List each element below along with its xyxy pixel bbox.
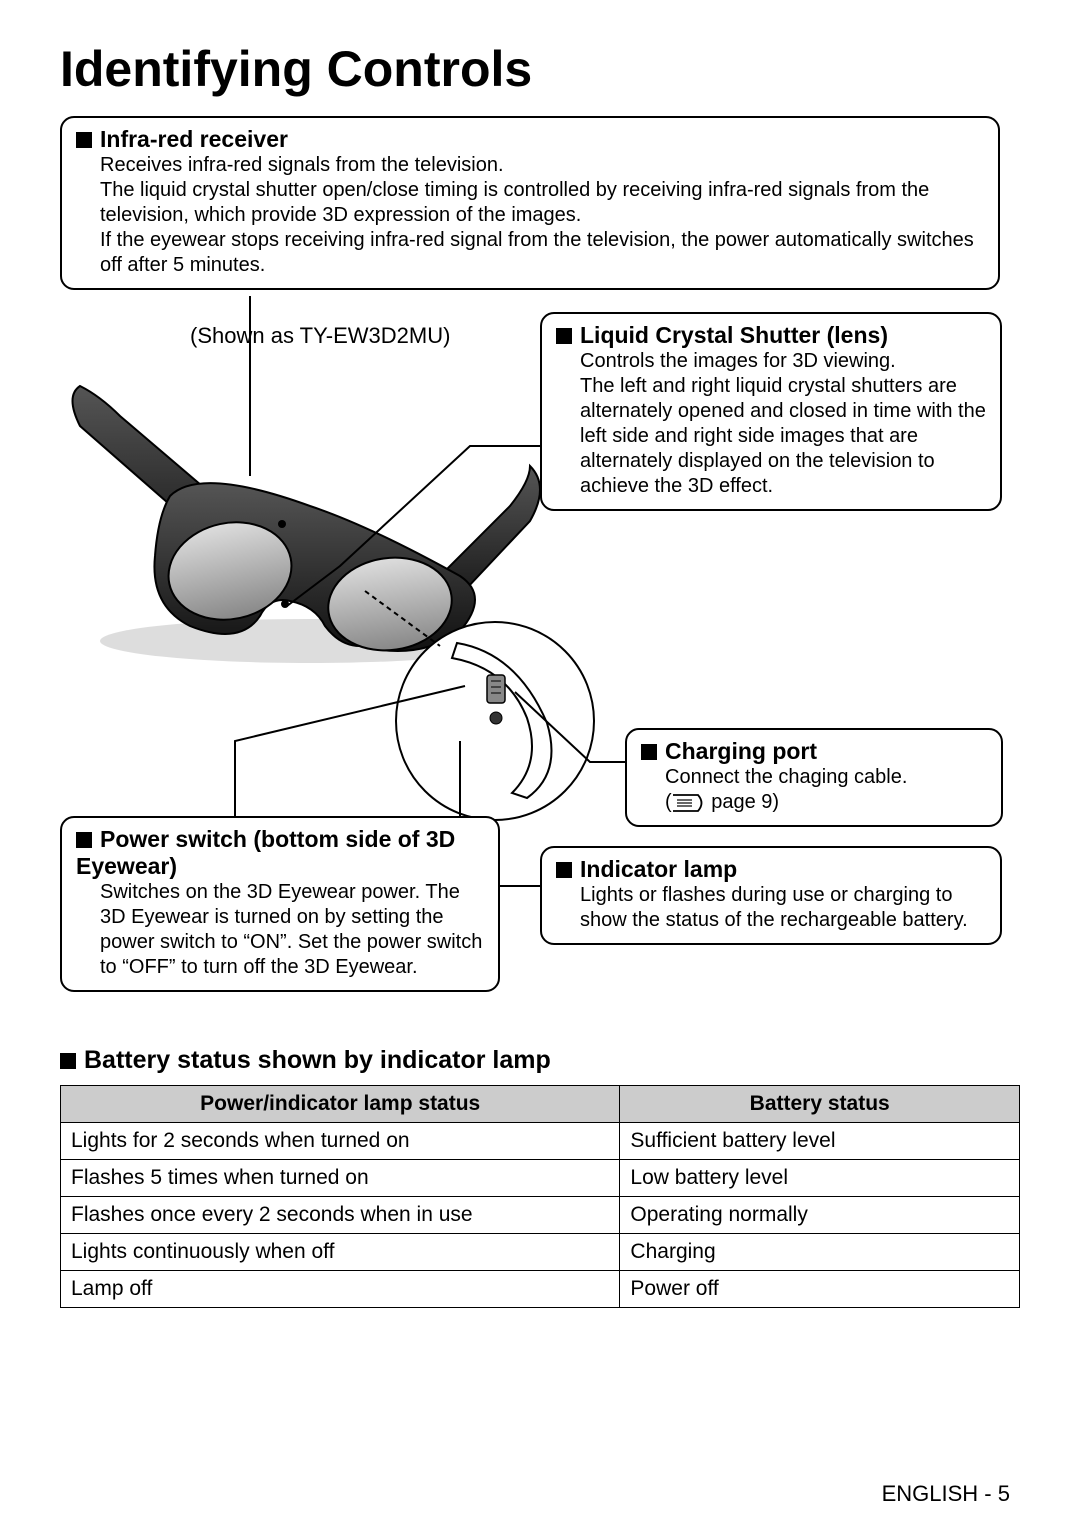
power-heading-text: Power switch (bottom side of 3D Eyewear) bbox=[76, 826, 455, 879]
footer-page-num: 5 bbox=[998, 1481, 1010, 1506]
cell-battery: Charging bbox=[620, 1234, 1020, 1271]
charging-heading-text: Charging port bbox=[665, 738, 817, 764]
col-header-battery: Battery status bbox=[620, 1086, 1020, 1123]
col-header-lamp: Power/indicator lamp status bbox=[61, 1086, 620, 1123]
indicator-heading: Indicator lamp bbox=[556, 856, 986, 883]
bullet-icon bbox=[76, 832, 92, 848]
diagram-area: Infra-red receiver Receives infra-red si… bbox=[60, 116, 1020, 1016]
cell-lamp: Flashes 5 times when turned on bbox=[61, 1160, 620, 1197]
charging-body-text: Connect the chaging cable. bbox=[665, 766, 907, 788]
table-row: Lights for 2 seconds when turned on Suff… bbox=[61, 1123, 1020, 1160]
callout-power: Power switch (bottom side of 3D Eyewear)… bbox=[60, 816, 500, 992]
footer-lang: ENGLISH bbox=[882, 1481, 979, 1506]
bullet-icon bbox=[60, 1053, 76, 1069]
power-body: Switches on the 3D Eyewear power. The 3D… bbox=[100, 880, 484, 980]
table-row: Flashes 5 times when turned on Low batte… bbox=[61, 1160, 1020, 1197]
page-title: Identifying Controls bbox=[60, 40, 1020, 98]
table-header-row: Power/indicator lamp status Battery stat… bbox=[61, 1086, 1020, 1123]
cell-lamp: Flashes once every 2 seconds when in use bbox=[61, 1197, 620, 1234]
charging-heading: Charging port bbox=[641, 738, 987, 765]
cell-lamp: Lights continuously when off bbox=[61, 1234, 620, 1271]
bullet-icon bbox=[556, 862, 572, 878]
table-row: Flashes once every 2 seconds when in use… bbox=[61, 1197, 1020, 1234]
callout-charging: Charging port Connect the chaging cable.… bbox=[625, 728, 1003, 827]
charging-pageref: page 9 bbox=[711, 791, 772, 813]
cell-lamp: Lamp off bbox=[61, 1271, 620, 1308]
cell-lamp: Lights for 2 seconds when turned on bbox=[61, 1123, 620, 1160]
power-heading: Power switch (bottom side of 3D Eyewear) bbox=[76, 826, 484, 880]
indicator-body: Lights or flashes during use or charging… bbox=[580, 883, 986, 933]
table-row: Lights continuously when off Charging bbox=[61, 1234, 1020, 1271]
cell-battery: Sufficient battery level bbox=[620, 1123, 1020, 1160]
battery-status-table: Power/indicator lamp status Battery stat… bbox=[60, 1085, 1020, 1308]
page-ref-icon bbox=[672, 794, 706, 812]
bullet-icon bbox=[641, 744, 657, 760]
battery-section-heading: Battery status shown by indicator lamp bbox=[60, 1046, 1020, 1075]
callout-indicator: Indicator lamp Lights or flashes during … bbox=[540, 846, 1002, 945]
battery-section-heading-text: Battery status shown by indicator lamp bbox=[84, 1046, 551, 1074]
indicator-heading-text: Indicator lamp bbox=[580, 856, 737, 882]
cell-battery: Operating normally bbox=[620, 1197, 1020, 1234]
cell-battery: Low battery level bbox=[620, 1160, 1020, 1197]
cell-battery: Power off bbox=[620, 1271, 1020, 1308]
page-footer: ENGLISH - 5 bbox=[882, 1481, 1010, 1507]
charging-body: Connect the chaging cable. ( page 9) bbox=[665, 765, 987, 815]
table-row: Lamp off Power off bbox=[61, 1271, 1020, 1308]
